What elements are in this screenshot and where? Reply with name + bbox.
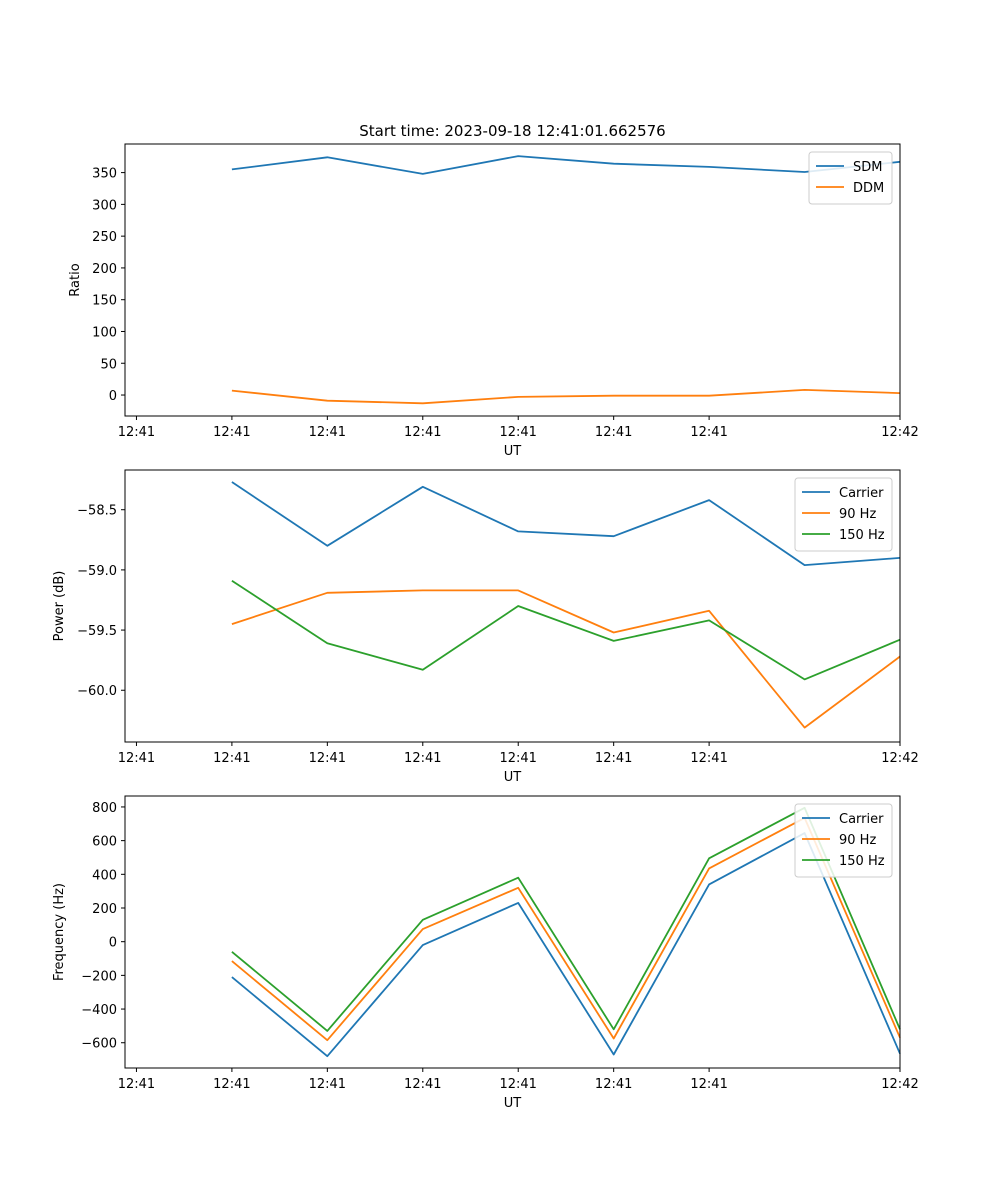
- frequency-subplot: 12:41 12:41 12:41 12:41 12:41 12:41 12:41 12:42…: [52, 795, 919, 1111]
- y-tick-label: 0: [109, 389, 117, 404]
- legend-entry: 150 Hz: [839, 528, 885, 543]
- x-tick-label: 12:41: [309, 1077, 346, 1092]
- axes-frame: [124, 795, 901, 1069]
- y-tick-label: 350: [92, 167, 117, 182]
- x-tick-label: 12:41: [404, 425, 441, 440]
- x-axis-ticks: 12:41 12:41 12:41 12:41 12:41 12:41 12:41 12:42: [118, 1068, 919, 1092]
- y-tick-label: 250: [92, 230, 117, 245]
- x-axis-ticks: 12:41 12:41 12:41 12:41 12:41 12:41 12:41 12:42: [118, 742, 919, 766]
- y-tick-label: −59.5: [77, 624, 117, 639]
- y-tick-label: −59.0: [77, 564, 117, 579]
- x-tick-label: 12:41: [213, 1077, 250, 1092]
- y-tick-label: 150: [92, 294, 117, 309]
- x-tick-label: 12:41: [309, 425, 346, 440]
- x-tick-label: 12:41: [595, 425, 632, 440]
- x-tick-label: 12:41: [213, 425, 250, 440]
- x-tick-label: 12:41: [595, 1077, 632, 1092]
- x-tick-label: 12:41: [690, 1077, 727, 1092]
- x-tick-label: 12:42: [881, 425, 918, 440]
- y-tick-label: 400: [92, 868, 117, 883]
- series-line-150-hz: [231, 806, 901, 1032]
- power-subplot: 12:41 12:41 12:41 12:41 12:41 12:41 12:41 12:42…: [52, 469, 919, 785]
- legend-entry: Carrier: [839, 486, 884, 501]
- x-tick-label: 12:41: [499, 1077, 536, 1092]
- x-tick-label: 12:42: [881, 1077, 918, 1092]
- series-line-carrier: [231, 481, 901, 566]
- y-tick-label: 0: [109, 936, 117, 951]
- x-tick-label: 12:41: [118, 1077, 155, 1092]
- legend-entry: Carrier: [839, 812, 884, 827]
- y-axis-ticks: −600 −400 −200 0 200 400 600 800: [81, 801, 125, 1052]
- legend-entry: 90 Hz: [839, 507, 876, 522]
- y-tick-label: 200: [92, 262, 117, 277]
- x-axis-label: UT: [504, 444, 522, 459]
- x-tick-label: 12:41: [499, 425, 536, 440]
- x-axis-label: UT: [504, 1096, 522, 1111]
- y-tick-label: 300: [92, 198, 117, 213]
- x-tick-label: 12:41: [499, 751, 536, 766]
- x-axis-label: UT: [504, 770, 522, 785]
- series-line-150-hz: [231, 579, 901, 681]
- legend: Carrier 90 Hz 150 Hz: [794, 803, 893, 878]
- legend: SDM DDM: [808, 151, 893, 205]
- ratio-subplot: Start time: 2023-09-18 12:41:01.662576 12…: [68, 122, 919, 459]
- x-tick-label: 12:41: [213, 751, 250, 766]
- x-tick-label: 12:41: [404, 751, 441, 766]
- y-tick-label: −600: [81, 1037, 117, 1052]
- x-tick-label: 12:41: [309, 751, 346, 766]
- axes-frame: [124, 143, 901, 417]
- y-axis-label: Power (dB): [52, 571, 67, 642]
- x-axis-ticks: 12:41 12:41 12:41 12:41 12:41 12:41 12:41 12:42: [118, 416, 919, 440]
- y-axis-ticks: 0 50 100 150 200 250 300 350: [92, 167, 125, 404]
- x-tick-label: 12:42: [881, 751, 918, 766]
- y-tick-label: −200: [81, 969, 117, 984]
- y-tick-label: 200: [92, 902, 117, 917]
- x-tick-label: 12:41: [595, 751, 632, 766]
- x-tick-label: 12:41: [690, 751, 727, 766]
- legend-box: [794, 803, 893, 878]
- y-axis-label: Ratio: [68, 263, 83, 296]
- legend-entry: DDM: [853, 181, 884, 196]
- legend-entry: 150 Hz: [839, 854, 885, 869]
- y-axis-label: Frequency (Hz): [52, 883, 67, 981]
- axes-frame: [124, 469, 901, 743]
- legend-entry: SDM: [853, 160, 882, 175]
- legend-entry: 90 Hz: [839, 833, 876, 848]
- y-tick-label: −400: [81, 1003, 117, 1018]
- x-tick-label: 12:41: [118, 751, 155, 766]
- y-tick-label: −60.0: [77, 684, 117, 699]
- y-tick-label: 50: [100, 357, 117, 372]
- y-axis-ticks: −60.0 −59.5 −59.0 −58.5: [77, 504, 125, 699]
- y-tick-label: 600: [92, 835, 117, 850]
- series-line-90-hz: [231, 817, 901, 1042]
- series-line-90-hz: [231, 589, 901, 729]
- legend: Carrier 90 Hz 150 Hz: [794, 477, 893, 552]
- series-line-ddm: [231, 388, 901, 405]
- y-tick-label: 100: [92, 325, 117, 340]
- legend-box: [808, 151, 893, 205]
- y-tick-label: 800: [92, 801, 117, 816]
- chart-title: Start time: 2023-09-18 12:41:01.662576: [359, 122, 665, 140]
- y-tick-label: −58.5: [77, 504, 117, 519]
- series-line-carrier: [231, 832, 901, 1058]
- series-line-sdm: [231, 155, 901, 175]
- legend-box: [794, 477, 893, 552]
- x-tick-label: 12:41: [118, 425, 155, 440]
- x-tick-label: 12:41: [690, 425, 727, 440]
- x-tick-label: 12:41: [404, 1077, 441, 1092]
